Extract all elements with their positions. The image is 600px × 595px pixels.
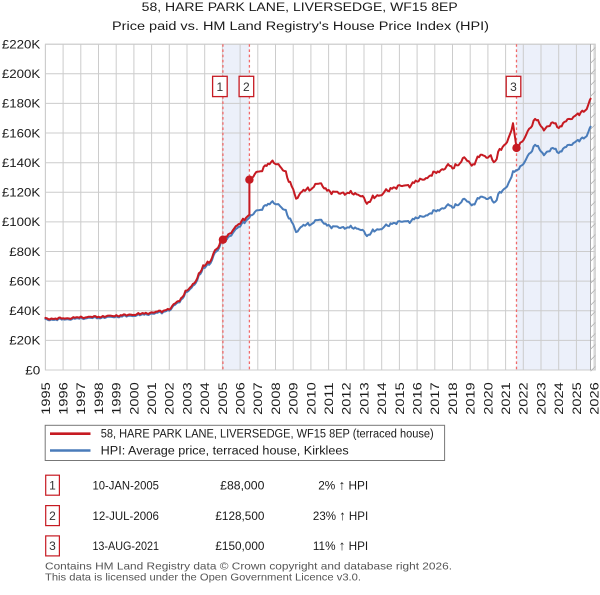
svg-text:£120K: £120K xyxy=(2,186,40,200)
svg-text:2015: 2015 xyxy=(393,382,407,415)
svg-text:2021: 2021 xyxy=(499,382,513,415)
svg-text:13-AUG-2021: 13-AUG-2021 xyxy=(92,539,159,553)
svg-text:2010: 2010 xyxy=(304,382,318,415)
svg-text:2009: 2009 xyxy=(287,382,301,415)
svg-text:£20K: £20K xyxy=(9,334,40,348)
svg-text:1998: 1998 xyxy=(92,382,106,415)
svg-text:£180K: £180K xyxy=(2,97,40,111)
svg-text:1999: 1999 xyxy=(110,382,124,415)
svg-text:2011: 2011 xyxy=(322,382,336,415)
svg-text:2018: 2018 xyxy=(446,382,460,415)
svg-text:2017: 2017 xyxy=(428,382,442,415)
svg-text:£100K: £100K xyxy=(2,215,40,229)
svg-text:£128,500: £128,500 xyxy=(215,509,264,523)
svg-text:2013: 2013 xyxy=(357,382,371,415)
svg-text:£40K: £40K xyxy=(9,304,40,318)
svg-text:2014: 2014 xyxy=(375,382,389,415)
svg-text:11% ↑ HPI: 11% ↑ HPI xyxy=(313,538,368,553)
svg-text:2023: 2023 xyxy=(534,382,548,415)
svg-text:2002: 2002 xyxy=(163,382,177,415)
svg-text:HPI: Average price, terraced h: HPI: Average price, terraced house, Kirk… xyxy=(101,446,349,458)
svg-text:2022: 2022 xyxy=(517,382,531,415)
svg-text:£150,000: £150,000 xyxy=(215,539,264,553)
svg-text:2005: 2005 xyxy=(216,382,230,415)
svg-text:2004: 2004 xyxy=(198,382,212,415)
svg-text:3: 3 xyxy=(49,539,56,553)
svg-text:2000: 2000 xyxy=(127,382,141,415)
svg-text:2012: 2012 xyxy=(340,382,354,415)
svg-text:3: 3 xyxy=(510,80,517,94)
svg-text:2026: 2026 xyxy=(588,382,600,415)
svg-text:Price paid vs. HM Land Registr: Price paid vs. HM Land Registry's House … xyxy=(112,19,489,33)
svg-text:2: 2 xyxy=(243,80,250,94)
svg-text:10-JAN-2005: 10-JAN-2005 xyxy=(92,478,159,492)
svg-text:2007: 2007 xyxy=(251,382,265,415)
svg-text:2: 2 xyxy=(49,509,56,523)
svg-text:2016: 2016 xyxy=(411,382,425,415)
svg-text:£0: £0 xyxy=(25,363,40,377)
svg-text:£80K: £80K xyxy=(9,245,40,259)
svg-text:2024: 2024 xyxy=(552,382,566,415)
svg-text:2008: 2008 xyxy=(269,382,283,415)
svg-text:This data is licensed under th: This data is licensed under the Open Gov… xyxy=(45,572,361,584)
svg-text:£88,000: £88,000 xyxy=(220,478,265,492)
svg-text:£200K: £200K xyxy=(2,67,40,81)
svg-text:58, HARE PARK LANE, LIVERSEDGE: 58, HARE PARK LANE, LIVERSEDGE, WF15 8EP… xyxy=(101,429,434,441)
svg-text:2003: 2003 xyxy=(180,382,194,415)
svg-text:58, HARE PARK LANE, LIVERSEDGE: 58, HARE PARK LANE, LIVERSEDGE, WF15 8EP xyxy=(142,0,458,14)
svg-text:2019: 2019 xyxy=(464,382,478,415)
svg-text:2020: 2020 xyxy=(481,382,495,415)
svg-text:12-JUL-2006: 12-JUL-2006 xyxy=(92,509,159,523)
svg-text:1997: 1997 xyxy=(74,382,88,415)
svg-text:1995: 1995 xyxy=(39,382,53,415)
svg-text:2% ↑ HPI: 2% ↑ HPI xyxy=(318,477,368,492)
svg-text:£160K: £160K xyxy=(2,126,40,140)
svg-text:23% ↑ HPI: 23% ↑ HPI xyxy=(313,508,368,523)
svg-text:£60K: £60K xyxy=(9,274,40,288)
svg-text:1: 1 xyxy=(49,478,56,492)
svg-text:1996: 1996 xyxy=(57,382,71,415)
svg-text:1: 1 xyxy=(217,80,224,94)
svg-text:£140K: £140K xyxy=(2,156,40,170)
svg-text:2001: 2001 xyxy=(145,382,159,415)
svg-text:2006: 2006 xyxy=(234,382,248,415)
svg-text:£220K: £220K xyxy=(2,38,40,52)
svg-text:2025: 2025 xyxy=(570,382,584,415)
